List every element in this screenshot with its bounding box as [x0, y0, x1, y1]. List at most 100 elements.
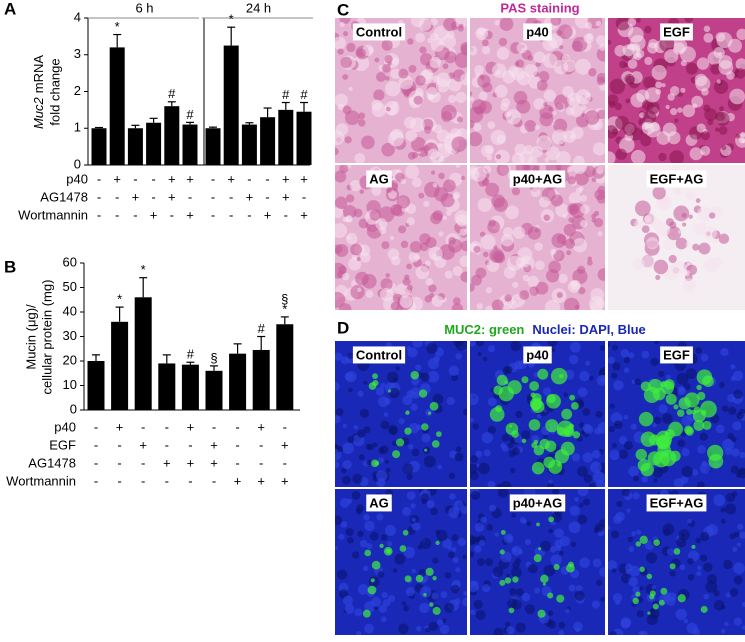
cell: [692, 243, 700, 251]
nucleus: [482, 356, 488, 362]
nucleus: [335, 545, 339, 551]
cell: [454, 52, 467, 69]
nucleus: [629, 565, 641, 577]
treatment-sign: -: [133, 171, 137, 186]
y-tick-label: 3: [74, 46, 81, 61]
cell: [736, 28, 745, 41]
error-bar: [245, 122, 254, 125]
muc2-signal: [659, 449, 677, 467]
cell: [424, 126, 432, 134]
significance-mark: #: [258, 321, 266, 336]
cell: [700, 131, 710, 141]
nucleus: [720, 507, 726, 513]
nucleus: [381, 591, 388, 599]
cell: [430, 38, 445, 52]
nucleus: [521, 592, 531, 602]
nucleus: [721, 405, 729, 412]
muc2-signal: [421, 423, 429, 431]
cell: [714, 79, 729, 94]
nucleus: [515, 410, 523, 419]
cell: [419, 46, 427, 54]
cell: [390, 301, 400, 310]
cell: [630, 35, 646, 51]
nucleus: [475, 609, 486, 620]
nucleus: [335, 443, 338, 449]
cell: [406, 263, 412, 270]
nucleus: [615, 599, 621, 606]
cell: [653, 259, 669, 275]
nucleus: [577, 387, 588, 397]
nucleus: [733, 389, 743, 399]
cell: [409, 240, 422, 253]
nucleus: [420, 493, 430, 502]
cell: [698, 242, 711, 255]
nucleus: [577, 514, 588, 525]
cell: [398, 225, 407, 234]
nucleus: [357, 530, 364, 538]
treatment-sign: -: [211, 171, 215, 186]
label-box: [509, 170, 566, 188]
muc2-signal: [561, 408, 573, 420]
cell: [578, 286, 586, 295]
muc2-signal: [387, 389, 392, 393]
y-tick-label: 0: [74, 156, 81, 171]
treatment-sign: +: [150, 207, 158, 222]
nucleus: [737, 523, 744, 530]
nucleus: [596, 374, 605, 387]
muc2-signal: [632, 597, 639, 605]
nucleus: [610, 530, 620, 539]
nucleus: [700, 353, 709, 362]
treatment-sign: -: [141, 455, 145, 470]
nucleus: [511, 566, 522, 578]
cell: [595, 35, 605, 46]
cell: [583, 33, 594, 44]
cell: [474, 65, 484, 75]
cell: [470, 45, 478, 56]
nucleus: [371, 596, 382, 607]
cell: [584, 110, 600, 125]
cell: [700, 145, 711, 156]
nucleus: [628, 576, 638, 587]
nucleus: [462, 408, 467, 416]
nucleus: [506, 626, 515, 635]
muc2-signal: [529, 381, 540, 391]
cell: [636, 18, 641, 23]
muc2-signal: [542, 582, 546, 586]
nucleus: [340, 356, 349, 365]
nucleus: [338, 533, 345, 540]
cell: [505, 109, 522, 125]
nucleus: [654, 341, 660, 345]
nucleus: [487, 397, 497, 407]
y-tick-label: 2: [74, 83, 81, 98]
error-bar: [95, 126, 103, 129]
cell: [703, 226, 718, 240]
nucleus: [575, 585, 583, 592]
cell: [358, 119, 366, 127]
cell: [348, 86, 353, 91]
nucleus: [608, 356, 615, 364]
treatment-sign: -: [211, 189, 215, 204]
treatment-sign: +: [132, 189, 140, 204]
cell: [504, 294, 512, 302]
bar: [278, 109, 294, 165]
cell: [512, 281, 519, 289]
cell: [703, 32, 714, 43]
panel-letter: B: [4, 257, 16, 276]
cell: [456, 214, 467, 227]
treatment-sign: +: [234, 473, 242, 488]
cell: [444, 270, 453, 279]
nucleus: [470, 393, 479, 406]
nucleus: [455, 352, 463, 360]
cell: [400, 178, 407, 185]
nucleus: [506, 573, 511, 578]
nucleus: [732, 370, 744, 382]
nucleus: [509, 587, 517, 596]
cell: [335, 291, 346, 308]
nucleus: [731, 448, 740, 457]
nucleus: [382, 599, 391, 607]
cell: [447, 94, 457, 104]
nucleus: [510, 341, 521, 352]
treatment-sign: +: [187, 419, 195, 434]
cell: [476, 27, 486, 37]
cell: [407, 152, 416, 160]
